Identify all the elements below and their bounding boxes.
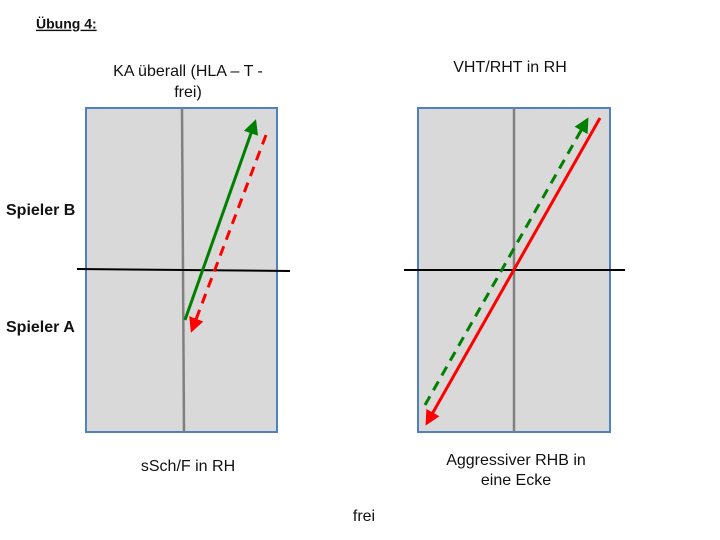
panel-caption: Aggressiver RHB in — [446, 452, 586, 469]
right-table — [404, 107, 625, 433]
panel-caption: VHT/RHT in RH — [453, 59, 567, 76]
left-table — [76, 107, 291, 433]
panel-caption: eine Ecke — [481, 472, 551, 489]
player-label: Spieler A — [6, 319, 75, 336]
footer: frei — [353, 508, 375, 525]
panel-caption: frei) — [174, 84, 202, 101]
panel-caption: sSch/F in RH — [141, 458, 235, 475]
title: Übung 4: — [36, 16, 97, 32]
panel-caption: KA überall (HLA – T - — [113, 63, 263, 80]
player-label: Spieler B — [6, 202, 75, 219]
